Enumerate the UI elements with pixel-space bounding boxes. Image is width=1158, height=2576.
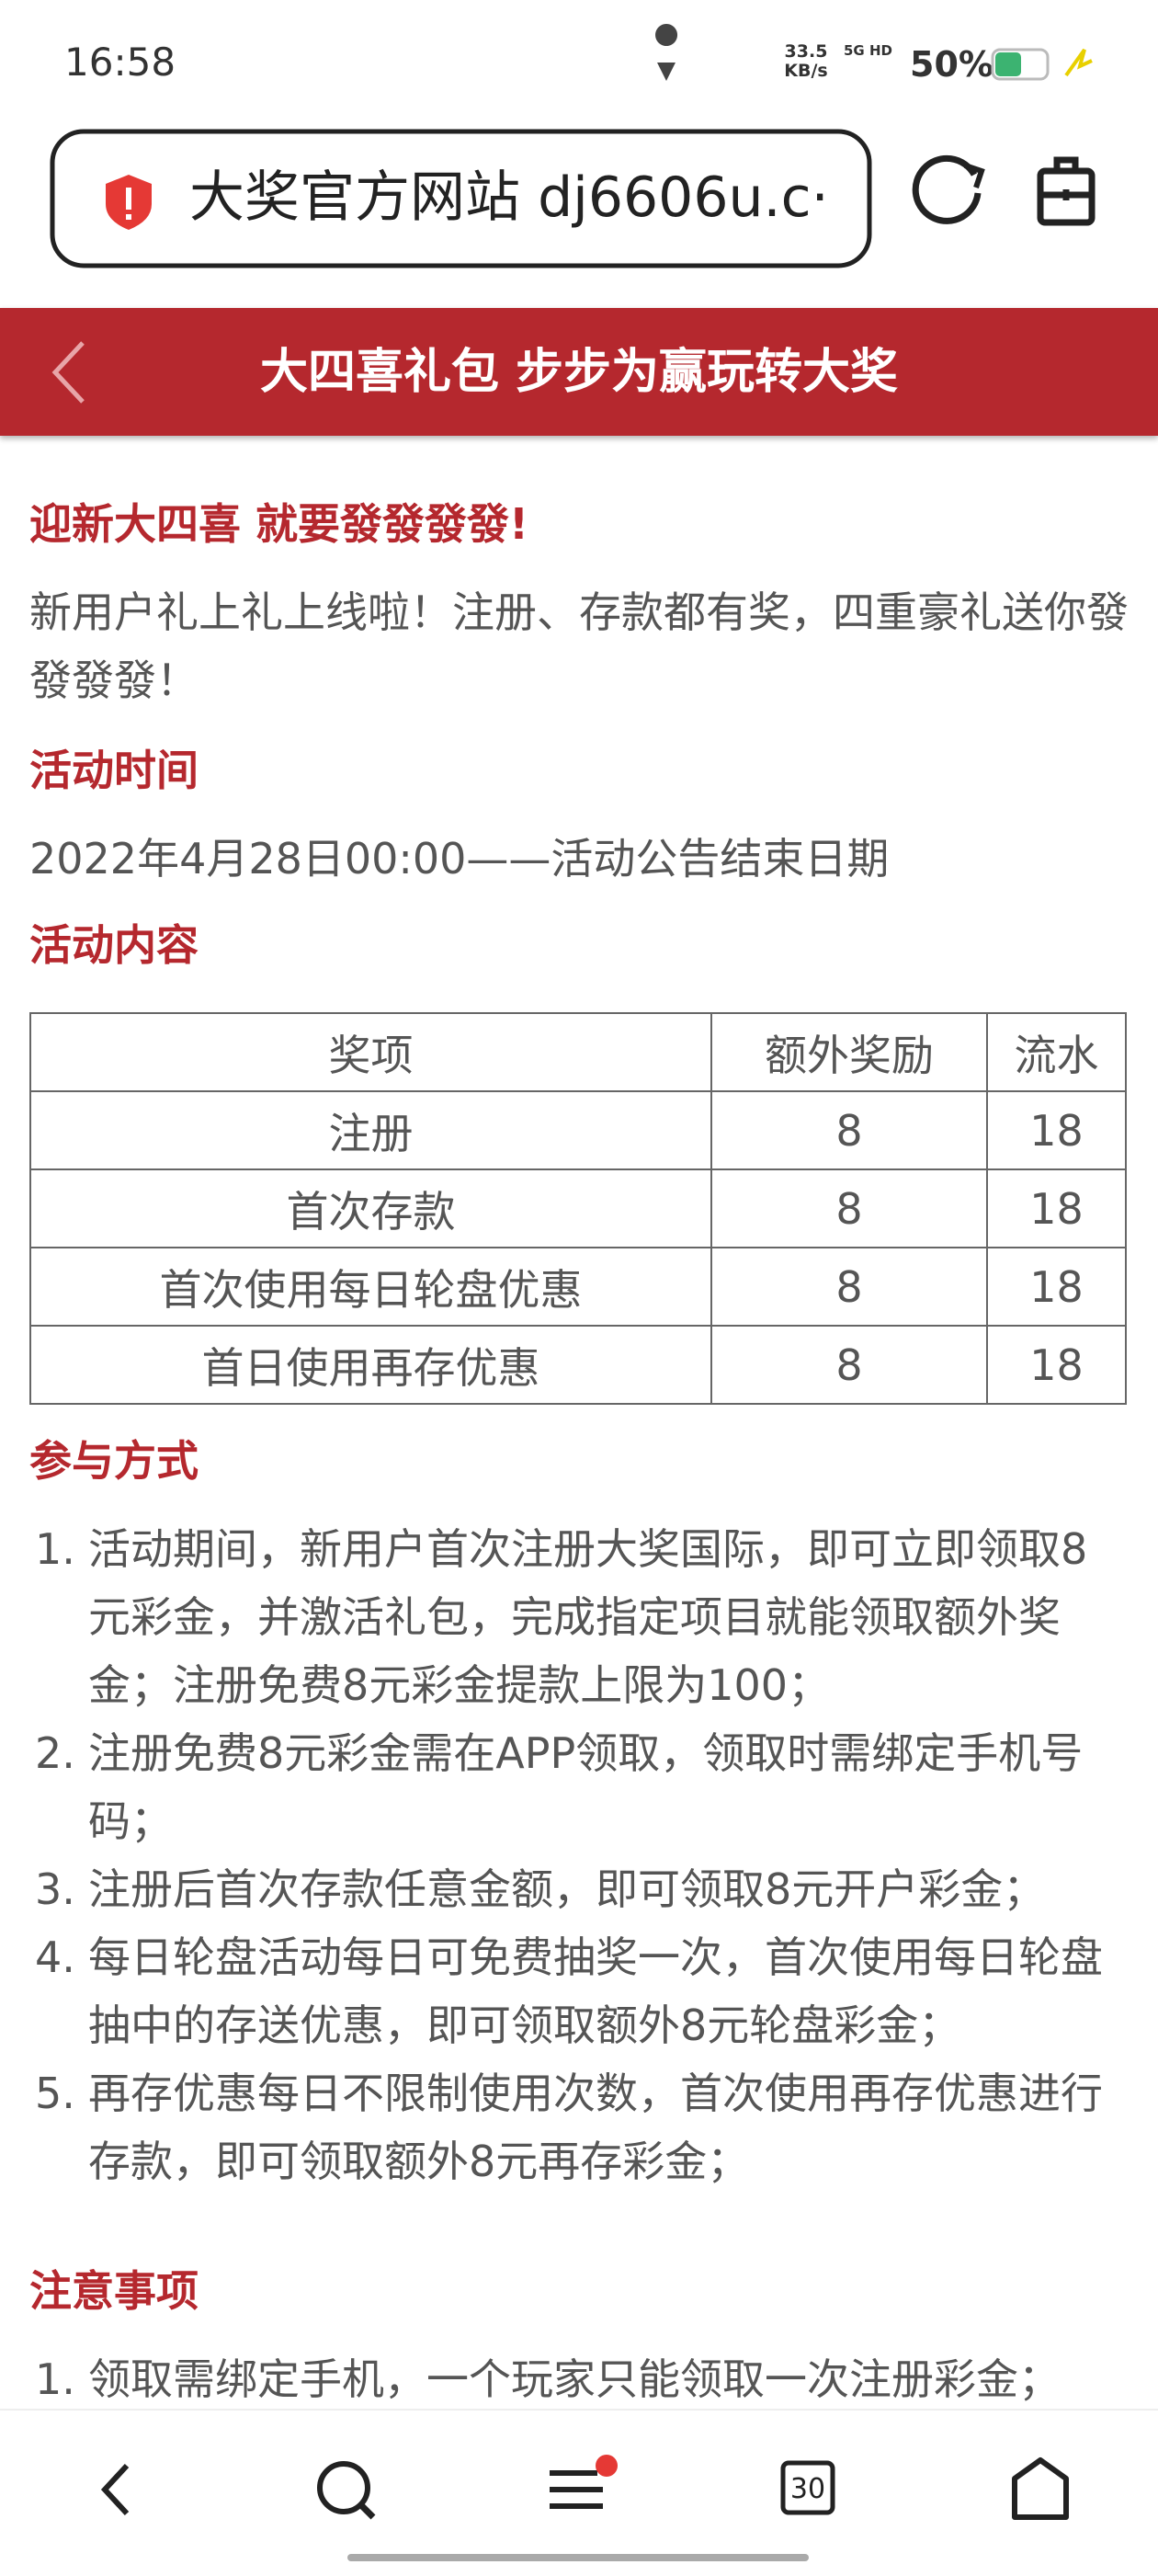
list-item: 5. 再存优惠每日不限制使用次数，首次使用再存优惠进行存款，即可领取额外8元再存彩… — [29, 2059, 1129, 2195]
table-cell: 18 — [986, 1168, 1127, 1248]
nav-icons — [100, 2455, 1069, 2561]
list-number: 2. — [35, 1728, 75, 1778]
address-url[interactable]: 大奖官方网站 dj6606u.c··· — [189, 165, 833, 230]
nav-menu[interactable] — [550, 2455, 618, 2509]
time-title: 活动时间 — [29, 746, 199, 795]
tabs-count[interactable]: 30 — [789, 2473, 826, 2505]
table-cell: 首日使用再存优惠 — [29, 1325, 712, 1405]
time-text: 2022年4月28日00:00——活动公告结束日期 — [29, 834, 890, 883]
status-time: 16:58 — [64, 40, 176, 85]
header-title: 大四喜礼包 步步为赢玩转大奖 — [259, 345, 899, 400]
list-text: 领取需绑定手机，一个玩家只能领取一次注册彩金； — [88, 2354, 1061, 2404]
list-item: 3. 注册后首次存款任意金额，即可领取8元开户彩金； — [29, 1855, 1129, 1923]
table-header-cell: 奖项 — [29, 1012, 712, 1092]
content: 迎新大四喜 就要發發發發! 新用户礼上礼上线啦！注册、存款都有奖，四重豪礼送你發… — [0, 436, 1158, 2409]
table-cell: 注册 — [29, 1090, 712, 1170]
list-text: 注册后首次存款任意金额，即可领取8元开户彩金； — [88, 1864, 1046, 1914]
list-text: 再存优惠每日不限制使用次数，首次使用再存优惠进行存款，即可领取额外8元再存彩金； — [88, 2069, 1103, 2186]
status-network: 5G HD — [844, 42, 892, 59]
intro-title: 迎新大四喜 就要發發發發! — [29, 499, 528, 549]
list-item: 1. 活动期间，新用户首次注册大奖国际，即可立即领取8元彩金，并激活礼包，完成指定… — [29, 1515, 1129, 1719]
method-list: 1. 活动期间，新用户首次注册大奖国际，即可立即领取8元彩金，并激活礼包，完成指定… — [29, 1515, 1129, 2195]
intro-text: 新用户礼上礼上线啦！注册、存款都有奖，四重豪礼送你發發發發！ — [29, 587, 1129, 705]
list-item: 1. 领取需绑定手机，一个玩家只能领取一次注册彩金； — [29, 2345, 1129, 2409]
content-title: 活动内容 — [29, 920, 199, 970]
nav-back[interactable] — [100, 2463, 130, 2516]
list-number: 5. — [35, 2069, 75, 2118]
list-text: 每日轮盘活动每日可免费抽奖一次，首次使用每日轮盘抽中的存送优惠，即可领取额外8元… — [88, 1932, 1103, 2050]
table-cell: 首次使用每日轮盘优惠 — [29, 1247, 712, 1327]
status-icons — [50, 24, 1096, 268]
nav-home[interactable] — [1012, 2457, 1069, 2520]
table-cell: 8 — [710, 1247, 988, 1327]
page-header — [0, 308, 1158, 436]
list-number: 1. — [35, 2354, 75, 2404]
method-title: 参与方式 — [29, 1436, 199, 1486]
list-text: 注册免费8元彩金需在APP领取，领取时需绑定手机号码； — [88, 1728, 1084, 1846]
table-cell: 8 — [710, 1090, 988, 1170]
table-row: 注册 8 18 — [29, 1090, 1127, 1170]
status-speed: 33.5 KB/s — [784, 41, 828, 81]
table-header-cell: 额外奖励 — [710, 1012, 988, 1092]
nav-search[interactable] — [317, 2461, 376, 2520]
table-header-cell: 流水 — [986, 1012, 1127, 1092]
reward-table: 奖项 额外奖励 流水 注册 8 18 首次存款 8 18 首次使用每日轮盘优惠 8 18 首日使用再存优… — [29, 1012, 1127, 1405]
table-row: 首次存款 8 18 — [29, 1168, 1127, 1248]
list-item: 2. 注册免费8元彩金需在APP领取，领取时需绑定手机号码； — [29, 1719, 1129, 1855]
notes-title: 注意事项 — [29, 2266, 199, 2316]
list-item: 4. 每日轮盘活动每日可免费抽奖一次，首次使用每日轮盘抽中的存送优惠，即可领取额外… — [29, 1923, 1129, 2059]
table-cell: 8 — [710, 1325, 988, 1405]
table-cell: 首次存款 — [29, 1168, 712, 1248]
list-text: 活动期间，新用户首次注册大奖国际，即可立即领取8元彩金，并激活礼包，完成指定项目… — [88, 1524, 1088, 1710]
table-cell: 18 — [986, 1247, 1127, 1327]
list-number: 1. — [35, 1524, 75, 1574]
back-button[interactable] — [46, 336, 101, 409]
list-number: 3. — [35, 1864, 75, 1914]
status-battery: 50% — [910, 44, 993, 85]
table-row: 首次使用每日轮盘优惠 8 18 — [29, 1247, 1127, 1327]
notes-list: 1. 领取需绑定手机，一个玩家只能领取一次注册彩金； — [29, 2345, 1129, 2409]
table-cell: 18 — [986, 1325, 1127, 1405]
nav-tabs[interactable] — [780, 2460, 835, 2515]
table-row: 首日使用再存优惠 8 18 — [29, 1325, 1127, 1405]
table-cell: 18 — [986, 1090, 1127, 1170]
list-number: 4. — [35, 1932, 75, 1982]
table-cell: 8 — [710, 1168, 988, 1248]
table-header-row: 奖项 额外奖励 流水 — [29, 1012, 1127, 1092]
